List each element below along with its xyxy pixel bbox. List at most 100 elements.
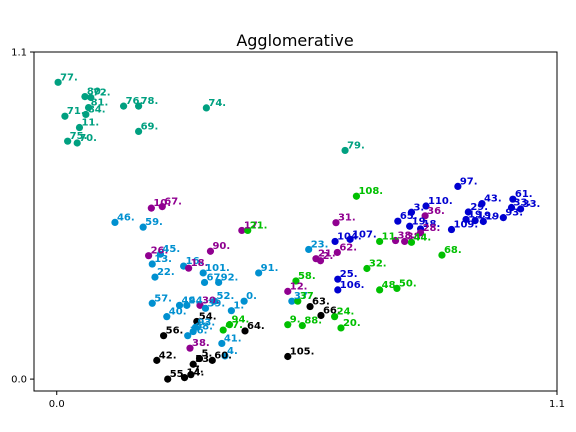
scatter-point [148,299,156,307]
scatter-point [225,321,234,329]
point-label: 98. [195,322,213,333]
scatter-point [195,354,204,363]
point-label: 19. [477,211,495,222]
axis-ticks: 0.0 1.1 0.0 1.1 [11,48,565,411]
scatter-point [145,252,153,260]
point-label: 94. [232,315,250,326]
point-label: 93. [505,208,523,219]
point-label: 11. [81,118,99,129]
point-label: 75. [70,131,88,142]
scatter-point [401,237,409,246]
point-label: 56. [166,326,184,337]
point-label: 36. [190,326,208,337]
point-label: 69. [141,121,159,132]
scatter-point [151,273,159,281]
scatter-point [241,327,249,335]
scatter-point [156,250,165,258]
scatter-point [219,326,227,334]
scatter-point [153,356,161,364]
scatter-point [160,332,168,340]
scatter-point [147,204,155,212]
point-label: 17. [244,220,262,231]
scatter-point [64,137,72,145]
scatter-point [478,200,486,208]
scatter-point [334,286,342,294]
scatter-point [464,208,472,216]
scatter-point [298,321,306,330]
point-label: 48. [382,280,400,291]
scatter-point [462,215,470,224]
x-tick-label: 0.0 [49,399,65,410]
point-label: 88. [304,316,322,327]
point-label: 16. [186,256,204,267]
point-label: 30. [202,295,220,306]
scatter-point [331,313,339,321]
scatter-point [507,203,516,212]
scatter-point [75,123,84,132]
point-label: 7. [193,365,204,376]
point-label: 104. [337,231,362,242]
scatter-point [509,195,517,203]
point-label: 10. [153,198,171,209]
point-label: 42. [159,350,177,361]
x-tick-label: 1.1 [549,399,565,410]
point-label: 13. [154,254,172,265]
point-label: 64. [247,321,265,332]
scatter-point [196,301,204,309]
scatter-point [471,217,479,225]
point-label: 44. [413,232,431,243]
scatter-point [202,104,210,112]
scatter-point [284,321,292,329]
point-label: 67. [164,197,182,208]
y-tick-label: 1.1 [11,48,27,59]
scatter-point [244,226,252,235]
scatter-point [54,78,62,86]
point-label: 92. [221,272,239,283]
scatter-point [175,301,184,309]
point-label: 105. [290,347,315,358]
point-label: 47. [225,320,243,331]
scatter-point [215,278,223,287]
scatter-point [158,203,166,211]
point-label: 79. [347,140,365,151]
point-label: 23. [311,239,329,250]
scatter-point [227,307,235,315]
point-label: 66. [323,305,341,316]
point-label: 80. [87,87,105,98]
point-label: 12. [290,281,308,292]
point-label: 78. [141,96,159,107]
scatter-point [139,223,147,231]
point-label: 90. [212,241,230,252]
point-label: 107. [352,229,377,240]
scatter-point [316,257,325,265]
scatter-point [288,297,296,305]
point-label: 0. [246,291,257,302]
point-label: 39. [207,298,225,309]
scatter-point [284,287,292,295]
scatter-point [221,352,229,360]
scatter-point [135,102,143,110]
point-label: 58. [298,271,316,282]
point-label: 54. [199,311,217,322]
point-label: 109. [453,220,478,231]
scatter-point [119,102,128,110]
scatter-point [334,275,342,283]
scatter-point [499,214,507,222]
scatter-point [81,93,89,101]
scatter-point [333,248,341,257]
y-tick-label: 0.0 [11,375,27,386]
scatter-point [317,311,325,320]
point-label: 26. [151,246,169,257]
point-label: 46. [117,212,135,223]
point-label: 50. [399,278,417,289]
point-label: 55. [170,369,188,380]
point-label: 2. [323,251,334,262]
point-label: 21. [250,220,268,231]
point-label: 19. [468,209,486,220]
point-label: 18. [191,258,209,269]
point-label: 1. [233,301,244,312]
scatter-point [210,297,219,305]
point-label: 53. [195,354,213,365]
point-label: 25. [340,269,358,280]
